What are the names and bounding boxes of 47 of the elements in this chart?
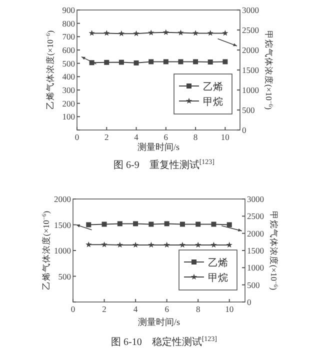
text: 图 6-10 稳定性测试$^{[123]}$	[110, 335, 218, 348]
legend-label: 乙烯	[203, 81, 223, 93]
x-tick-label: 0	[70, 304, 76, 314]
y2-tick-label: 2500	[242, 25, 259, 35]
y2-tick-label: 2000	[242, 45, 259, 55]
y2-tick-label: 0	[247, 297, 252, 307]
x-tick-label: 6	[164, 132, 168, 142]
y-tick-label: 200	[62, 98, 75, 108]
legend-label: 甲烷	[203, 96, 223, 108]
y-tick-label: 1500	[54, 220, 71, 230]
y2-tick-label: 1000	[242, 85, 259, 95]
y-tick-label: 1000	[54, 246, 71, 256]
y-tick-label: 600	[62, 45, 75, 55]
x-tick-label: 4	[134, 132, 140, 142]
y-tick-label: 2000	[54, 194, 71, 204]
legend-label: 乙烯	[208, 257, 228, 269]
y2-tick-label: 3000	[242, 5, 259, 15]
y2-tick-label: 0	[242, 125, 246, 135]
y2-tick-label: 2000	[247, 228, 264, 238]
x-tick-label: 6	[164, 304, 169, 314]
x-tick-label: 4	[133, 304, 138, 314]
x-tick-label: 2	[104, 132, 109, 142]
x-axis-title: 测量时间/s	[137, 142, 180, 152]
x-tick-label: 8	[196, 304, 200, 314]
y-tick-label: 400	[62, 72, 75, 82]
y-tick-label: 800	[62, 18, 75, 28]
x-tick-label: 10	[220, 132, 230, 142]
legend-label: 甲烷	[208, 272, 228, 284]
y-tick-label: 500	[58, 271, 71, 282]
y2-tick-label: 1500	[247, 246, 264, 256]
x-tick-label: 0	[74, 132, 80, 142]
y2-tick-label: 1000	[247, 262, 264, 273]
y-tick-label: 900	[62, 5, 75, 15]
y2-tick-label: 500	[242, 105, 255, 115]
text: 图 6-9 重复性测试$^{[123]}$	[113, 158, 215, 171]
y2-tick-label: 500	[247, 280, 260, 290]
y2-tick-label: 1500	[242, 65, 259, 75]
x-tick-label: 2	[102, 304, 106, 314]
x-tick-label: 8	[193, 132, 198, 142]
y2-tick-label: 3000	[247, 194, 264, 204]
y-tick-label: 700	[62, 32, 75, 42]
y-tick-label: 300	[62, 85, 75, 95]
x-tick-label: 10	[225, 304, 234, 314]
y-tick-label: 100	[62, 112, 75, 122]
y2-tick-label: 2500	[247, 211, 264, 222]
x-axis-title: 测量时间/s	[138, 317, 180, 327]
y-tick-label: 500	[62, 58, 75, 68]
